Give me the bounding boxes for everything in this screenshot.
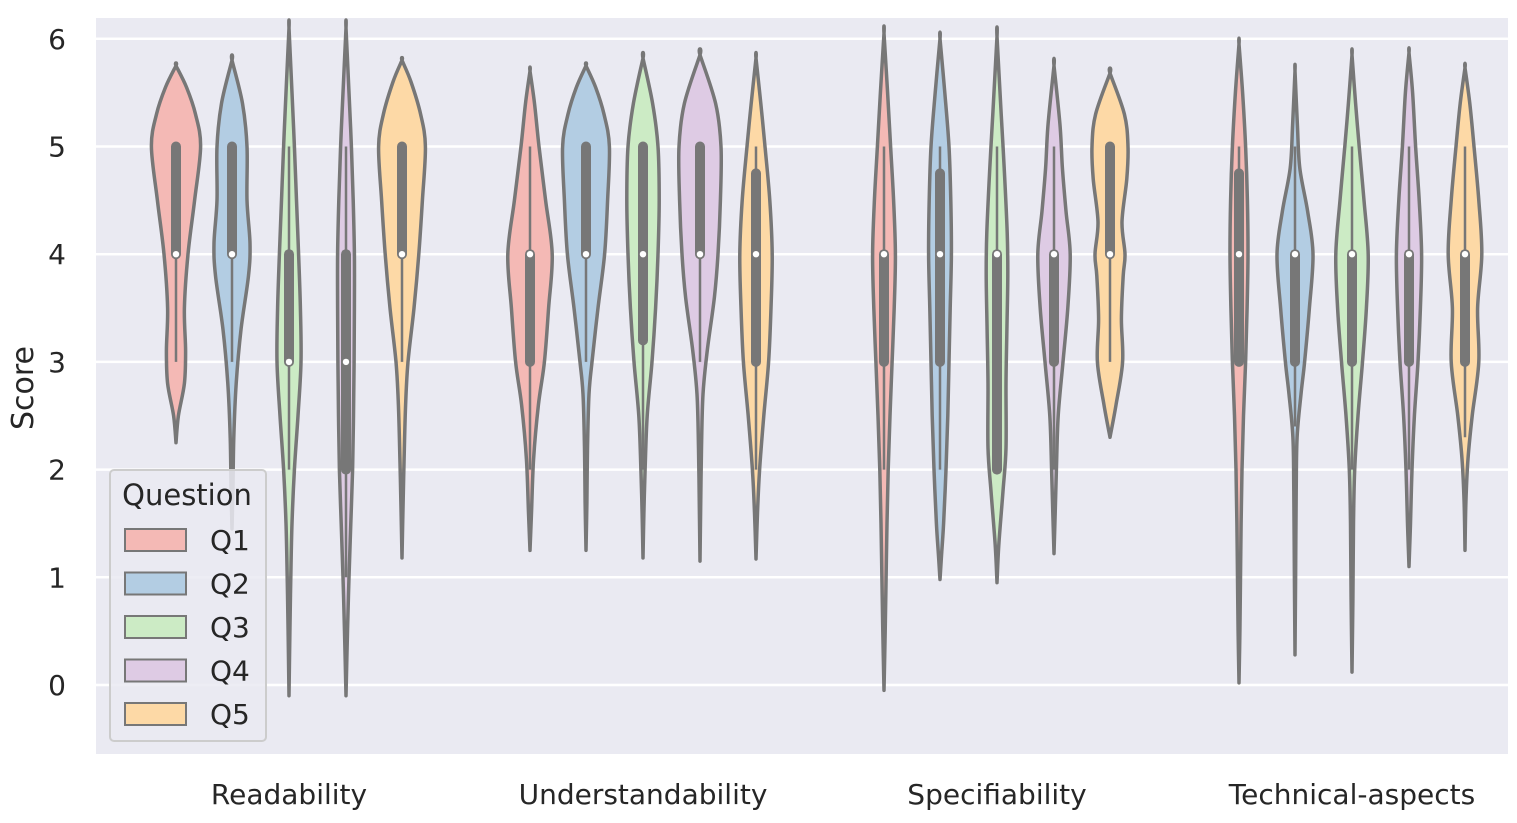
legend-swatch xyxy=(124,658,187,683)
violin-median-point xyxy=(172,251,180,258)
violin-median-point xyxy=(342,358,350,366)
violin-median-point xyxy=(1348,251,1356,258)
violin-median-point xyxy=(639,251,647,258)
violin-median-point xyxy=(1405,251,1413,258)
x-tick-label: Understandability xyxy=(519,778,768,811)
legend-label: Q1 xyxy=(210,524,250,557)
x-tick-label: Technical-aspects xyxy=(1228,778,1475,811)
legend-swatch xyxy=(124,528,187,552)
violin-median-point xyxy=(1106,251,1114,258)
y-tick-label: 3 xyxy=(48,346,66,379)
y-tick-label: 2 xyxy=(48,454,66,487)
y-tick-label: 0 xyxy=(48,669,66,702)
y-tick-label: 4 xyxy=(48,238,66,271)
x-tick-label: Readability xyxy=(211,778,367,811)
legend-label: Q2 xyxy=(210,568,250,601)
y-axis-label: Score xyxy=(6,346,41,430)
plot-background xyxy=(96,18,1508,754)
x-tick-label: Specifiability xyxy=(907,778,1086,811)
violin-median-point xyxy=(1461,251,1469,258)
legend-label: Q5 xyxy=(210,698,250,731)
y-tick-label: 1 xyxy=(48,561,66,594)
legend-swatch xyxy=(124,571,187,596)
violins xyxy=(149,18,1484,698)
violin-median-point xyxy=(285,358,293,366)
legend-items: Q1 Q2 Q3 Q4 Q5 xyxy=(124,524,250,731)
violin-median-point xyxy=(936,251,944,258)
legend-label: Q3 xyxy=(210,611,250,644)
legend: Question Q1 Q2 Q3 Q4 Q5 xyxy=(109,469,267,742)
violin-median-point xyxy=(696,251,704,258)
legend-swatch xyxy=(124,702,187,726)
y-tick-label: 6 xyxy=(48,23,66,56)
violin-median-point xyxy=(582,251,590,258)
legend-title: Question xyxy=(122,478,252,512)
y-tick-label: 5 xyxy=(48,131,66,164)
legend-label: Q4 xyxy=(210,655,250,688)
violin-median-point xyxy=(880,251,888,258)
violin-median-point xyxy=(228,251,236,258)
violin-median-point xyxy=(1235,251,1243,258)
axis-ticks: 0 1 2 3 4 5 6 Readability Understandability Speci… xyxy=(48,23,1475,811)
grid-lines xyxy=(96,37,1508,687)
violin-median-point xyxy=(398,251,406,258)
violin-median-point xyxy=(1050,251,1058,258)
violin-median-point xyxy=(526,251,534,258)
violin-median-point xyxy=(1291,251,1299,258)
violin-median-point xyxy=(752,251,760,258)
violin-median-point xyxy=(993,251,1001,258)
legend-swatch xyxy=(124,615,187,639)
